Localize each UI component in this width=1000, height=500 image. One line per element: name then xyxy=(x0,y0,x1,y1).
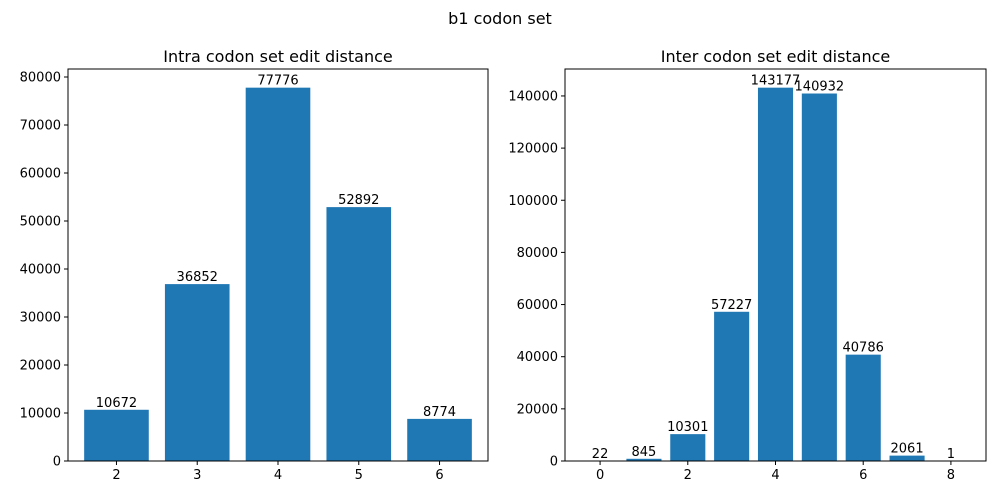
bar xyxy=(670,434,706,461)
y-tick-label: 70000 xyxy=(20,118,61,133)
bar xyxy=(626,458,662,461)
bar-data-label: 140932 xyxy=(795,80,845,95)
y-tick-label: 60000 xyxy=(20,166,61,181)
chart-panel-2: Inter codon set edit distance 22 845 10301 5… xyxy=(508,47,987,483)
y-tick-label: 40000 xyxy=(517,350,558,365)
x-tick-label: 6 xyxy=(859,468,867,483)
chart-title: Intra codon set edit distance xyxy=(163,47,393,66)
chart-title: Inter codon set edit distance xyxy=(661,47,891,66)
y-tick-label: 20000 xyxy=(517,402,558,417)
x-tick-label: 4 xyxy=(274,468,282,483)
bar xyxy=(845,354,881,461)
bar-data-label: 845 xyxy=(632,445,657,460)
bar xyxy=(407,418,472,461)
x-tick-label: 6 xyxy=(435,468,443,483)
y-tick-label: 10000 xyxy=(20,406,61,421)
bar-data-label: 77776 xyxy=(257,74,298,89)
bar-data-label: 8774 xyxy=(423,405,456,420)
y-tick-label: 140000 xyxy=(508,89,558,104)
bar-data-label: 143177 xyxy=(751,74,801,89)
x-tick-label: 0 xyxy=(596,468,604,483)
bar xyxy=(801,93,837,461)
bar-data-label: 10301 xyxy=(667,420,708,435)
bar-data-label: 40786 xyxy=(843,341,884,356)
y-tick-label: 30000 xyxy=(20,310,61,325)
y-tick-label: 80000 xyxy=(517,246,558,261)
bar xyxy=(757,87,794,461)
y-tick-label: 100000 xyxy=(508,194,558,209)
bar-data-label: 36852 xyxy=(177,270,218,285)
y-tick-label: 40000 xyxy=(20,262,61,277)
chart-panel-1: Intra codon set edit distance 10672 36852 7… xyxy=(20,47,489,483)
x-tick-label: 2 xyxy=(684,468,692,483)
bar-data-label: 10672 xyxy=(96,396,137,411)
x-tick-label: 2 xyxy=(112,468,120,483)
y-tick-label: 20000 xyxy=(20,358,61,373)
bar xyxy=(84,409,149,461)
bar-data-label: 22 xyxy=(592,447,609,462)
x-tick-label: 5 xyxy=(355,468,363,483)
bar-data-label: 52892 xyxy=(338,193,379,208)
bar xyxy=(164,284,230,461)
bar-data-label: 57227 xyxy=(711,298,752,313)
y-tick-label: 60000 xyxy=(517,298,558,313)
bar xyxy=(714,311,750,461)
bar-data-label: 1 xyxy=(947,447,955,462)
y-tick-label: 80000 xyxy=(20,70,61,85)
x-tick-label: 3 xyxy=(193,468,201,483)
x-tick-label: 4 xyxy=(771,468,779,483)
bar xyxy=(889,455,925,461)
bar-data-label: 2061 xyxy=(891,442,924,457)
y-tick-label: 0 xyxy=(53,455,61,470)
bar xyxy=(245,87,311,462)
x-tick-label: 8 xyxy=(947,468,955,483)
y-tick-label: 0 xyxy=(550,455,558,470)
figure-title: b1 codon set xyxy=(448,9,552,28)
y-tick-label: 50000 xyxy=(20,214,61,229)
y-tick-label: 120000 xyxy=(508,142,558,157)
bar xyxy=(326,207,392,461)
